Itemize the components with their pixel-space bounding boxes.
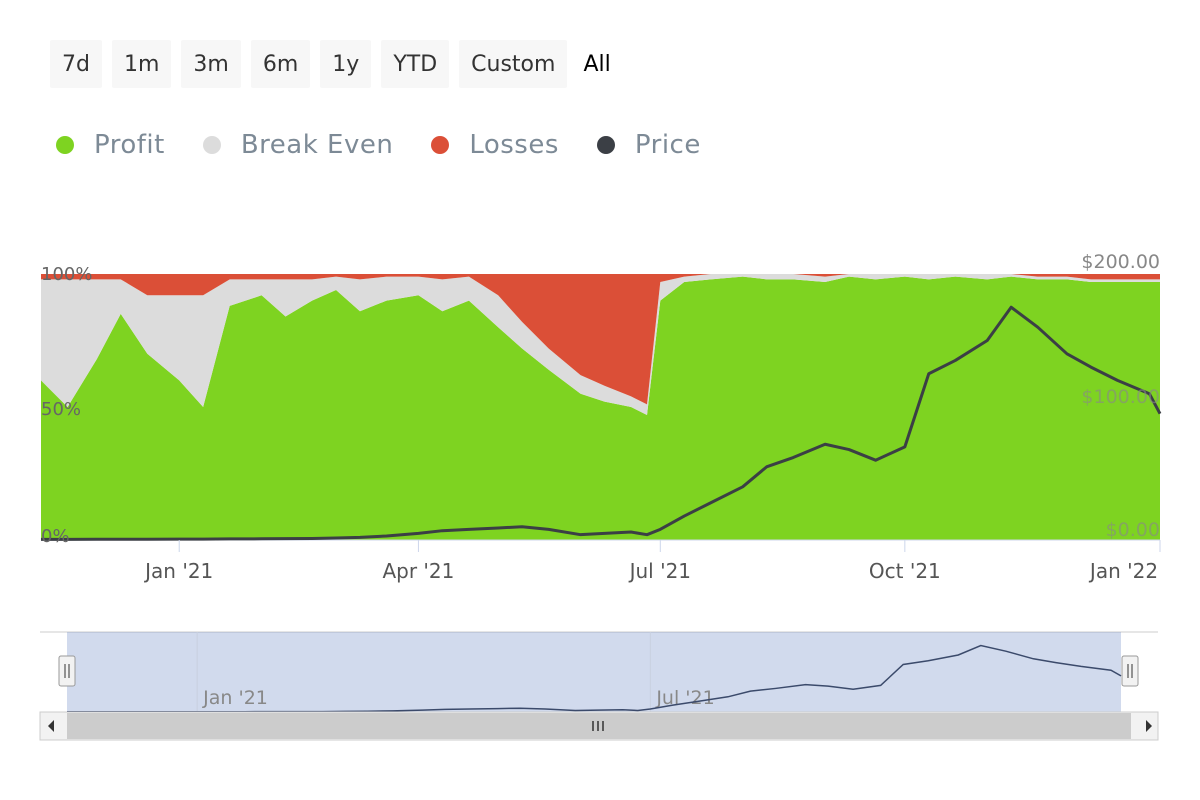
y-tick-right: $0.00 — [1106, 519, 1160, 541]
handle-body[interactable] — [1121, 655, 1139, 687]
x-tick-label: Jan '22 — [1088, 559, 1158, 583]
y-tick-left: 0% — [41, 526, 70, 547]
scrollbar-thumb[interactable] — [67, 713, 1131, 739]
scroll-left-arrow-icon[interactable] — [48, 720, 54, 732]
legend-dot-profit — [56, 136, 74, 154]
legend-dot-break-even — [202, 136, 221, 154]
area-break-even — [41, 274, 1160, 415]
navigator-right-handle[interactable] — [1121, 655, 1139, 687]
legend-label-losses: Losses — [469, 130, 559, 160]
navigator-background — [40, 632, 1158, 712]
x-tick-label: Oct '21 — [869, 559, 941, 583]
range-1m-button[interactable]: 1m — [111, 40, 172, 88]
navigator-tick-label: Jan '21 — [202, 687, 268, 709]
y-tick-right: $200.00 — [1081, 251, 1160, 273]
main-chart: 0% 50% 100% $0.00 $100.00 $200.00 Jan '21 Apr '… — [41, 251, 1162, 583]
navigator: Jan '21 Jul '21 — [39, 631, 1159, 741]
x-tick-label: Jan '21 — [143, 559, 213, 583]
range-ytd-button[interactable]: YTD — [381, 40, 450, 88]
legend-item-losses[interactable]: Losses — [431, 130, 559, 160]
area-losses — [41, 274, 1160, 405]
range-6m-button[interactable]: 6m — [250, 40, 311, 88]
range-custom-button[interactable]: Custom — [459, 40, 568, 88]
legend-label-price: Price — [634, 130, 701, 160]
range-all-button[interactable]: All — [577, 40, 616, 88]
legend-item-price[interactable]: Price — [596, 130, 701, 160]
y-tick-left: 50% — [41, 399, 81, 420]
legend-dot-losses — [431, 136, 450, 154]
navigator-selection-mask[interactable] — [67, 632, 1121, 712]
y-tick-right: $100.00 — [1081, 386, 1160, 408]
range-7d-button[interactable]: 7d — [50, 40, 102, 88]
chart-legend: Profit Break Even Losses Price — [56, 130, 739, 160]
legend-item-break-even[interactable]: Break Even — [202, 130, 394, 160]
x-tick-label: Apr '21 — [382, 559, 454, 583]
legend-item-profit[interactable]: Profit — [56, 130, 165, 160]
price-line — [41, 305, 1162, 541]
x-tick-label: Jul '21 — [628, 559, 691, 583]
range-1y-button[interactable]: 1y — [320, 40, 372, 88]
range-selector: 7d 1m 3m 6m 1y YTD Custom All — [50, 40, 617, 88]
handle-body[interactable] — [58, 655, 76, 687]
navigator-tick-label: Jul '21 — [655, 687, 714, 709]
legend-label-break-even: Break Even — [240, 130, 394, 160]
range-3m-button[interactable]: 3m — [181, 40, 241, 88]
scroll-right-arrow-icon[interactable] — [1146, 720, 1152, 732]
area-profit — [41, 276, 1160, 540]
legend-label-profit: Profit — [94, 130, 165, 160]
y-tick-left: 100% — [41, 264, 92, 285]
legend-dot-price — [596, 136, 615, 154]
navigator-left-handle[interactable] — [58, 655, 76, 687]
